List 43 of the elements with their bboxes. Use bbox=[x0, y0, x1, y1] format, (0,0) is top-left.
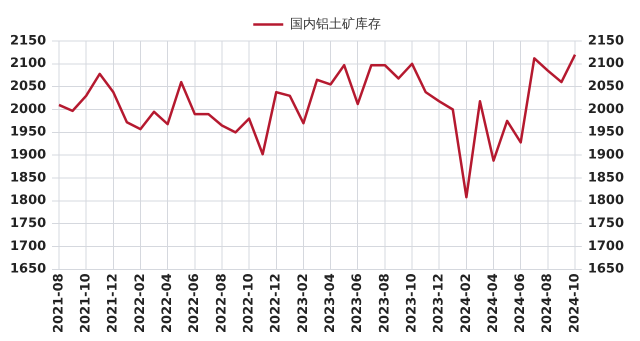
y2-tick-label: 2000 bbox=[588, 102, 624, 117]
y2-tick-label: 1700 bbox=[588, 238, 624, 254]
x-tick-label: 2024-04 bbox=[486, 273, 501, 334]
x-tick-label: 2022-04 bbox=[160, 273, 175, 334]
y2-tick-label: 1950 bbox=[588, 124, 624, 140]
x-tick-label: 2021-12 bbox=[106, 273, 121, 334]
y2-tick-label: 1850 bbox=[588, 170, 624, 186]
x-tick-label: 2023-08 bbox=[377, 273, 392, 334]
x-tick-label: 2024-02 bbox=[458, 273, 474, 334]
y-tick-label: 1900 bbox=[10, 148, 46, 163]
y-tick-label: 2100 bbox=[10, 56, 46, 72]
y-tick-label: 2000 bbox=[10, 102, 46, 117]
y-tick-label: 2050 bbox=[10, 79, 46, 94]
x-tick-label: 2022-10 bbox=[241, 273, 256, 334]
y2-tick-label: 2150 bbox=[588, 33, 624, 48]
y-tick-label: 1750 bbox=[10, 216, 46, 232]
x-tick-label: 2024-10 bbox=[567, 273, 582, 334]
x-tick-label: 2023-06 bbox=[350, 273, 366, 334]
y2-tick-label: 1650 bbox=[588, 262, 624, 277]
y2-tick-label: 1900 bbox=[588, 148, 624, 163]
x-tick-label: 2023-04 bbox=[322, 273, 338, 334]
y-tick-label: 1650 bbox=[10, 262, 46, 277]
y-tick-label: 1800 bbox=[10, 193, 46, 208]
x-tick-label: 2024-08 bbox=[540, 273, 556, 334]
x-tick-label: 2024-06 bbox=[513, 273, 528, 334]
x-tick-label: 2022-06 bbox=[187, 273, 202, 334]
y2-tick-label: 2050 bbox=[588, 79, 624, 94]
y-tick-label: 2150 bbox=[10, 33, 46, 48]
x-tick-label: 2022-12 bbox=[268, 273, 284, 334]
x-tick-label: 2022-02 bbox=[132, 273, 148, 334]
x-tick-label: 2021-10 bbox=[78, 273, 94, 334]
y2-tick-label: 2100 bbox=[588, 56, 624, 72]
x-tick-label: 2021-08 bbox=[51, 273, 66, 334]
y2-tick-label: 1800 bbox=[588, 193, 624, 208]
x-tick-label: 2023-12 bbox=[432, 273, 447, 334]
x-tick-label: 2023-10 bbox=[404, 273, 420, 334]
x-tick-label: 2023-02 bbox=[296, 273, 311, 334]
y2-tick-label: 1750 bbox=[588, 216, 624, 232]
y-tick-label: 1850 bbox=[10, 170, 46, 186]
legend-label: 国内铝土矿库存 bbox=[290, 16, 381, 32]
y-tick-label: 1700 bbox=[10, 238, 46, 254]
x-tick-label: 2022-08 bbox=[214, 273, 230, 334]
y-tick-label: 1950 bbox=[10, 124, 46, 140]
